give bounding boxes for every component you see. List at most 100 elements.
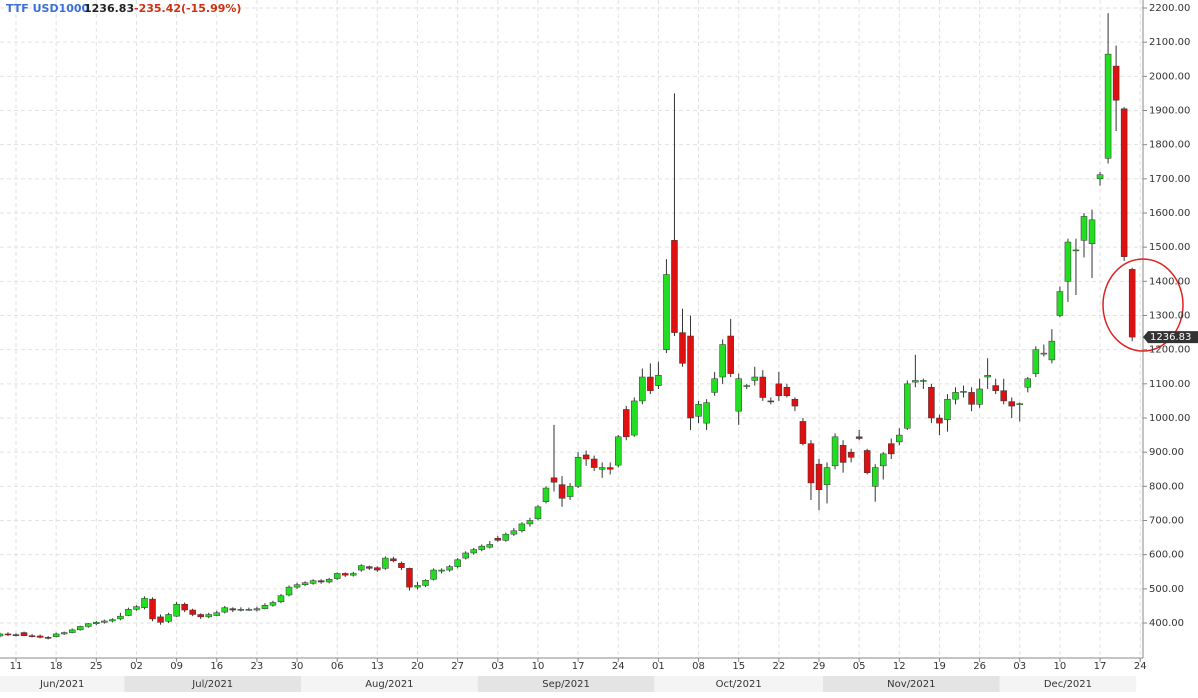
candle-body	[350, 573, 357, 576]
candle-body	[0, 633, 4, 637]
last-price-tag	[1143, 331, 1198, 344]
candle-body	[904, 383, 911, 429]
candle-body	[558, 484, 566, 499]
candle-body	[534, 506, 542, 520]
x-tick-label: 08	[692, 661, 705, 672]
candle-body	[526, 520, 534, 525]
x-tick-label: 09	[170, 661, 183, 672]
x-tick-label: 30	[291, 661, 304, 672]
candle-body	[398, 562, 405, 568]
candle-body	[518, 523, 526, 532]
candle-body	[93, 622, 100, 624]
candle-body	[1080, 216, 1088, 241]
month-band	[654, 676, 824, 692]
candle-body	[44, 637, 52, 639]
last-price-label: 1236.83	[1150, 332, 1191, 343]
candle-body	[1008, 401, 1015, 407]
x-tick-label: 12	[893, 661, 906, 672]
candle-body	[655, 375, 662, 386]
x-tick-label: 11	[10, 661, 23, 672]
month-band	[999, 676, 1137, 692]
candle-body	[727, 335, 734, 374]
y-tick-label: 500.00	[1149, 584, 1184, 595]
candle-body	[1072, 249, 1080, 252]
month-band	[823, 676, 1000, 692]
candle-body	[743, 385, 750, 387]
candle-body	[1088, 219, 1096, 245]
candle-body	[542, 487, 550, 502]
candle-body	[1096, 174, 1104, 180]
candle-body	[719, 344, 726, 378]
x-tick-label: 25	[90, 661, 103, 672]
y-tick-label: 1800.00	[1149, 140, 1190, 151]
x-tick-label: 22	[772, 661, 785, 672]
x-tick-label: 06	[331, 661, 344, 672]
symbol: TTF USD1000	[6, 2, 90, 15]
candle-body	[494, 538, 502, 541]
candle-body	[598, 467, 606, 470]
candle-body	[1016, 403, 1023, 405]
candle-body	[277, 595, 285, 603]
candle-body	[799, 421, 807, 444]
candle-body	[502, 533, 510, 541]
candle-body	[237, 609, 245, 611]
candle-body	[333, 573, 341, 579]
month-label: Jun/2021	[39, 679, 84, 690]
candle-body	[438, 569, 445, 572]
candle-body	[341, 573, 349, 576]
x-tick-label: 15	[732, 661, 745, 672]
candle-body	[141, 598, 148, 608]
candle-body	[912, 380, 919, 383]
y-tick-label: 1700.00	[1149, 174, 1190, 185]
candle-body	[871, 467, 879, 487]
candle-body	[317, 580, 325, 583]
y-tick-label: 900.00	[1149, 447, 1184, 458]
candle-body	[414, 585, 421, 588]
month-label: Dec/2021	[1044, 679, 1092, 690]
y-tick-label: 2200.00	[1149, 3, 1190, 14]
candle-body	[968, 392, 975, 405]
candle-body	[574, 457, 582, 487]
candle-body	[12, 634, 20, 636]
x-tick-label: 16	[210, 661, 223, 672]
candle-body	[101, 620, 108, 623]
candle-body	[839, 445, 847, 463]
candle-body	[157, 616, 164, 623]
candle-body	[510, 530, 518, 535]
month-label: Aug/2021	[365, 679, 413, 690]
candle-body	[374, 567, 381, 571]
candle-body	[663, 274, 670, 350]
candle-body	[936, 417, 943, 424]
y-tick-label: 800.00	[1149, 481, 1184, 492]
candle-body	[430, 569, 437, 580]
candle-body	[775, 383, 783, 397]
candle-body	[1120, 108, 1128, 257]
candle-body	[125, 609, 132, 616]
candle-body	[960, 391, 967, 393]
candle-body	[462, 552, 469, 559]
candle-body	[285, 586, 293, 596]
candle-body	[52, 633, 60, 637]
candle-body	[888, 443, 895, 455]
candle-body	[1032, 349, 1040, 374]
candle-body	[269, 602, 277, 606]
candle-body	[366, 566, 373, 569]
candle-body	[647, 376, 654, 391]
candle-body	[767, 400, 775, 403]
candle-body	[261, 604, 269, 609]
candle-body	[976, 388, 983, 405]
candle-body	[446, 566, 453, 571]
candle-body	[952, 392, 959, 400]
y-tick-label: 700.00	[1149, 516, 1184, 527]
y-tick-label: 1500.00	[1149, 242, 1190, 253]
candle-body	[679, 332, 686, 364]
candle-body	[623, 409, 630, 438]
month-label: Nov/2021	[887, 679, 935, 690]
candle-body	[606, 467, 614, 470]
candle-body	[1040, 352, 1048, 355]
candle-body	[197, 614, 204, 618]
x-tick-label: 13	[371, 661, 384, 672]
y-tick-label: 1300.00	[1149, 311, 1190, 322]
x-tick-label: 18	[50, 661, 63, 672]
candle-body	[60, 632, 68, 635]
